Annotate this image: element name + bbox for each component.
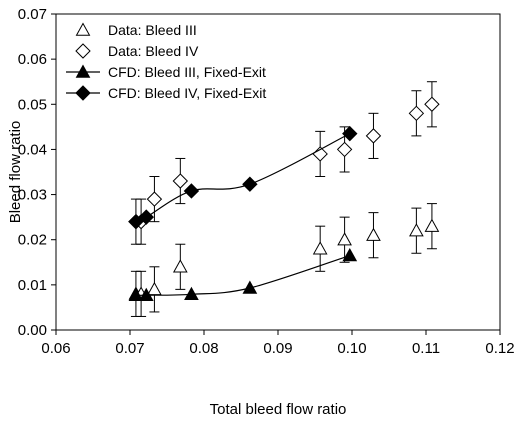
- x-tick-label: 0.09: [263, 340, 292, 357]
- y-tick-label: 0.01: [18, 277, 47, 294]
- data-point: [242, 176, 258, 192]
- x-tick-label: 0.08: [189, 340, 218, 357]
- series-line: [135, 133, 351, 223]
- data-point: [336, 141, 353, 158]
- series-0: [128, 203, 440, 317]
- x-axis-title: Total bleed flow ratio: [210, 401, 347, 418]
- data-point: [424, 96, 440, 112]
- data-point: [365, 128, 382, 144]
- data-point: [242, 280, 258, 294]
- series-line: [135, 254, 350, 296]
- y-tick-label: 0.05: [18, 96, 47, 113]
- y-tick-label: 0.04: [18, 141, 47, 158]
- series-2: [128, 247, 358, 301]
- legend-marker: [75, 22, 91, 36]
- x-tick-label: 0.10: [337, 340, 366, 357]
- legend-entry-1: Data: Bleed IV: [75, 43, 199, 59]
- y-tick-label: 0.00: [18, 322, 47, 339]
- legend-entry-0: Data: Bleed III: [75, 22, 197, 38]
- data-point: [342, 125, 358, 142]
- legend-label: Data: Bleed III: [108, 22, 197, 38]
- x-tick-label: 0.06: [41, 340, 70, 357]
- axes: 0.06 0.07 0.08 0.09 0.10 0.11 0.12 0.00 0.01 0.02…: [18, 6, 515, 357]
- y-tick-label: 0.02: [18, 232, 47, 249]
- data-point: [337, 232, 352, 246]
- legend-entry-3: CFD: Bleed IV, Fixed-Exit: [66, 85, 266, 101]
- data-point: [172, 259, 188, 273]
- series-3: [128, 125, 358, 230]
- data-point: [184, 286, 199, 301]
- y-tick-label: 0.06: [18, 51, 47, 68]
- y-tick-label: 0.03: [18, 187, 47, 204]
- data-point: [424, 218, 440, 232]
- legend-marker: [75, 64, 91, 78]
- data-point: [138, 209, 154, 225]
- data-point: [146, 191, 163, 207]
- series-1: [128, 81, 440, 245]
- legend-marker: [75, 85, 91, 101]
- x-tick-label: 0.12: [485, 340, 514, 357]
- x-tick-label: 0.11: [412, 340, 440, 357]
- data-point: [366, 227, 381, 241]
- y-tick-label: 0.07: [18, 6, 47, 23]
- data-point: [128, 287, 144, 301]
- data-point: [172, 173, 189, 189]
- plot-marks: [128, 81, 440, 317]
- legend-marker: [75, 43, 91, 59]
- y-axis-title: Bleed flow ratio: [7, 121, 24, 224]
- x-tick-label: 0.07: [115, 340, 144, 357]
- legend: Data: Bleed III Data: Bleed IV CFD: Bleed …: [66, 22, 266, 101]
- data-point: [312, 241, 328, 255]
- legend-label: CFD: Bleed IV, Fixed-Exit: [108, 85, 266, 101]
- legend-label: CFD: Bleed III, Fixed-Exit: [108, 64, 266, 80]
- data-point: [342, 247, 358, 262]
- data-point: [128, 213, 144, 230]
- data-point: [183, 183, 200, 199]
- data-point: [147, 281, 162, 296]
- legend-entry-2: CFD: Bleed III, Fixed-Exit: [66, 64, 266, 80]
- data-point: [408, 105, 425, 122]
- data-point: [138, 287, 154, 301]
- data-point: [409, 223, 424, 237]
- legend-label: Data: Bleed IV: [108, 43, 199, 59]
